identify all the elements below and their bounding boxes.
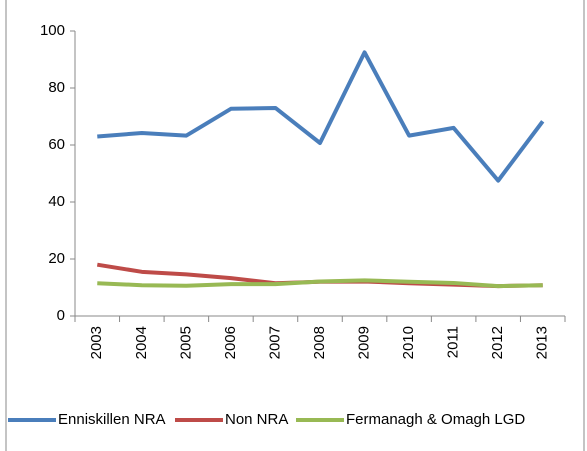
- x-tick-label: 2012: [489, 326, 506, 359]
- x-tick-label: 2007: [266, 326, 283, 359]
- legend-label: Enniskillen NRA: [58, 411, 166, 428]
- legend-label: Fermanagh & Omagh LGD: [346, 411, 525, 428]
- y-tick-label: 40: [48, 193, 65, 210]
- legend-label: Non NRA: [225, 411, 288, 428]
- x-tick-label: 2004: [133, 326, 150, 359]
- chart-frame: [5, 0, 585, 451]
- y-tick-label: 100: [40, 22, 65, 39]
- x-tick-label: 2006: [222, 326, 239, 359]
- x-tick-label: 2010: [400, 326, 417, 359]
- x-tick-label: 2005: [177, 326, 194, 359]
- x-tick-label: 2003: [88, 326, 105, 359]
- y-tick-label: 0: [57, 307, 65, 324]
- x-tick-label: 2013: [534, 326, 551, 359]
- x-tick-label: 2011: [445, 326, 462, 358]
- x-tick-label: 2009: [356, 326, 373, 359]
- series-line: [97, 50, 545, 183]
- y-tick-label: 80: [48, 79, 65, 96]
- series-line: [97, 278, 543, 289]
- y-tick-label: 20: [48, 250, 65, 267]
- x-tick-label: 2008: [311, 326, 328, 359]
- y-tick-label: 60: [48, 136, 65, 153]
